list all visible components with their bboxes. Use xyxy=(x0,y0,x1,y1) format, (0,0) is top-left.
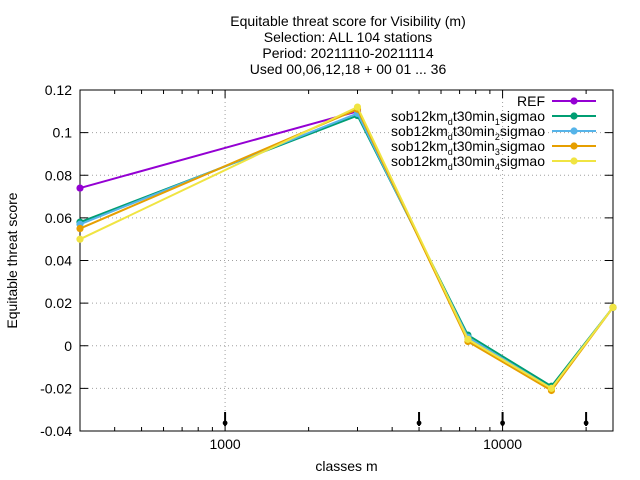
y-tick-label: 0.06 xyxy=(45,210,72,226)
x-tick-label: 10000 xyxy=(483,436,522,452)
x-axis: 1000 10000 xyxy=(79,90,587,452)
legend-marker xyxy=(570,97,578,105)
series-line xyxy=(79,110,358,190)
class-marker-dot xyxy=(416,420,422,426)
data-point xyxy=(76,184,84,192)
legend-label: REF xyxy=(517,93,545,109)
x-axis-label: classes m xyxy=(315,458,377,474)
data-point xyxy=(76,235,84,243)
class-markers xyxy=(222,412,589,426)
legend-label: sob12kmdt30min4sigmao xyxy=(391,153,545,172)
title-line-1: Equitable threat score for Visibility (m… xyxy=(230,13,466,29)
series-layer xyxy=(76,103,617,395)
legend-label: sob12kmdt30min3sigmao xyxy=(391,138,545,157)
y-tick-label: 0 xyxy=(64,338,72,354)
legend-marker xyxy=(570,112,578,120)
data-point xyxy=(547,384,556,392)
class-marker-dot xyxy=(222,420,228,426)
legend-label: sob12kmdt30min1sigmao xyxy=(391,108,545,127)
title-line-3: Period: 20211110-20211114 xyxy=(262,45,433,61)
y-tick-label: -0.04 xyxy=(40,423,72,439)
legend-marker xyxy=(570,142,578,150)
title-line-4: Used 00,06,12,18 + 00 01 ... 36 xyxy=(250,61,447,77)
grid xyxy=(80,90,613,431)
y-tick-label: 0.08 xyxy=(45,167,72,183)
chart-title: Equitable threat score for Visibility (m… xyxy=(230,13,466,77)
y-tick-label: -0.02 xyxy=(40,380,72,396)
y-tick-label: 0.12 xyxy=(45,82,72,98)
y-axis: -0.04 -0.02 0 0.02 0.04 0.06 0.08 0.1 0.12 xyxy=(40,82,613,439)
y-tick-label: 0.1 xyxy=(53,125,73,141)
legend-label: sob12kmdt30min2sigmao xyxy=(391,123,545,142)
legend-marker xyxy=(570,157,578,165)
data-point xyxy=(464,335,472,343)
legend: REFsob12kmdt30min1sigmaosob12kmdt30min2s… xyxy=(391,93,596,172)
y-tick-label: 0.02 xyxy=(45,295,72,311)
class-marker-dot xyxy=(583,420,589,426)
title-line-2: Selection: ALL 104 stations xyxy=(264,29,432,45)
data-point xyxy=(353,103,362,111)
y-tick-label: 0.04 xyxy=(45,253,72,269)
x-tick-label: 1000 xyxy=(210,436,241,452)
data-point xyxy=(609,303,617,311)
y-axis-label: Equitable threat score xyxy=(4,192,20,328)
data-point xyxy=(76,224,84,233)
legend-marker xyxy=(570,127,578,135)
class-marker-dot xyxy=(500,420,505,426)
